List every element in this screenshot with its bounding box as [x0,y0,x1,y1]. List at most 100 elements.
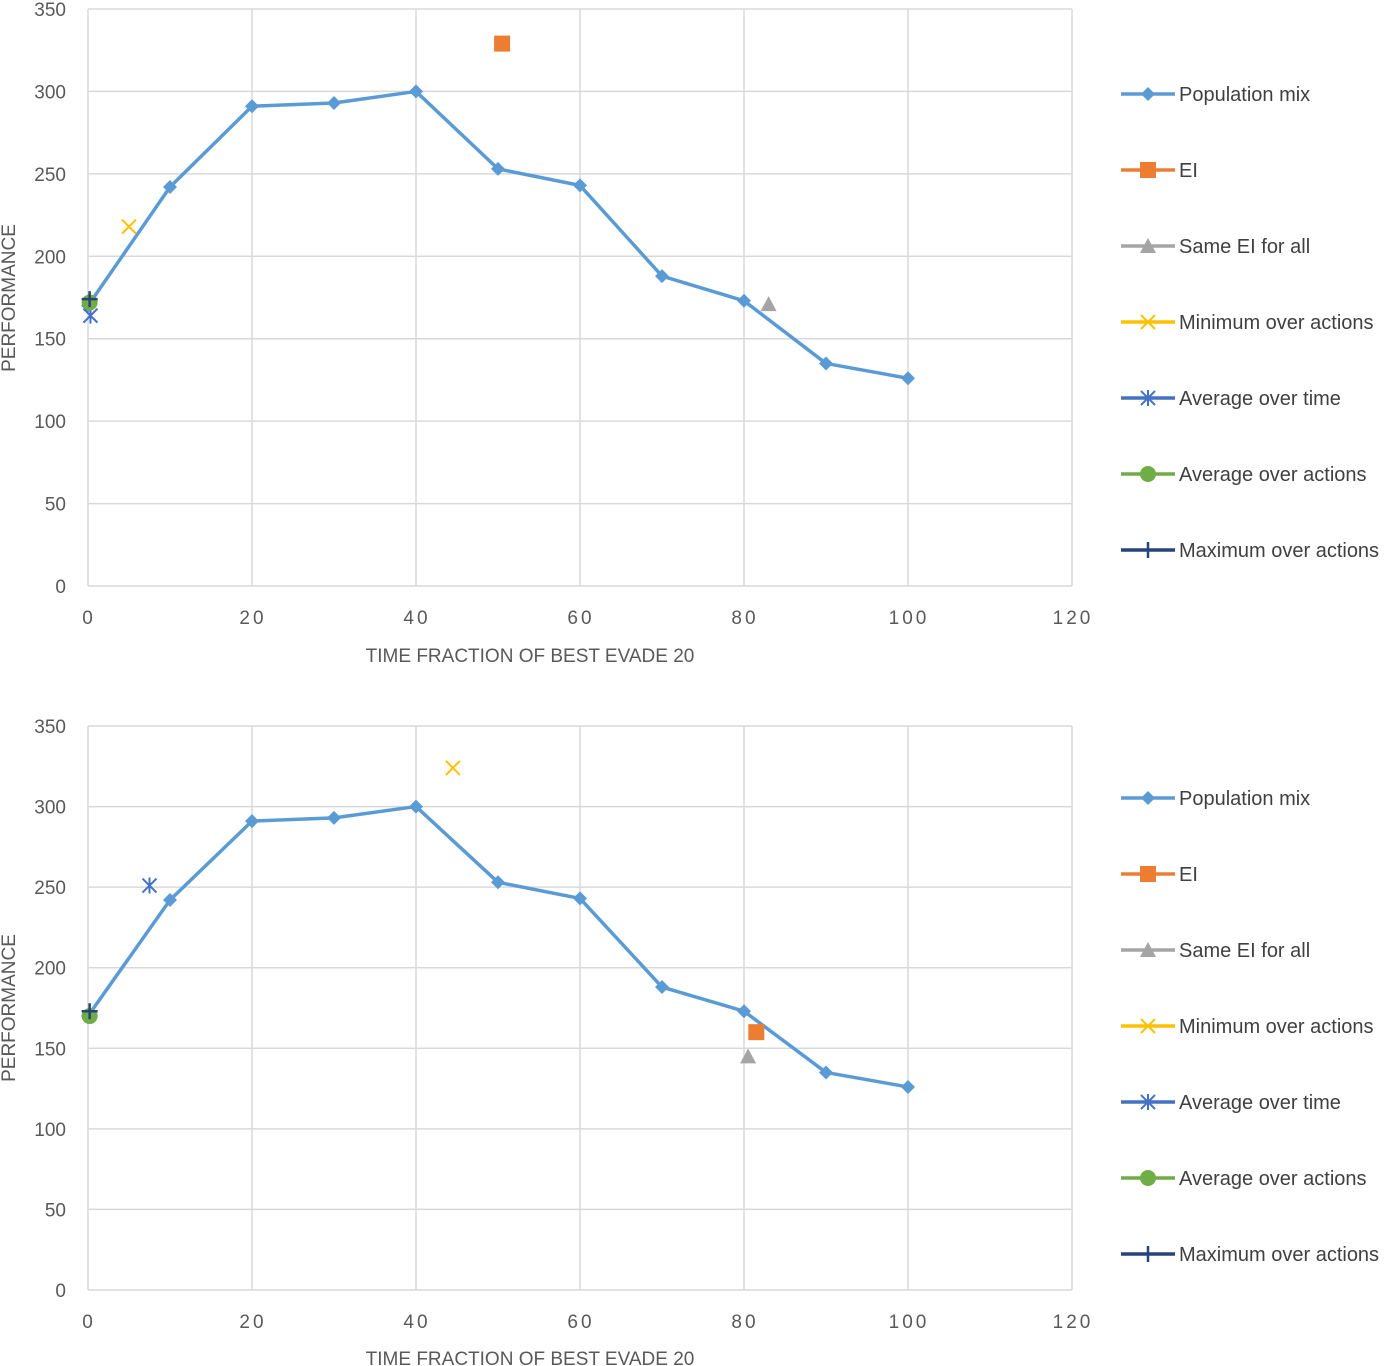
y-tick-label: 50 [45,495,66,516]
data-point [573,178,587,193]
x-tick-label: 80 [731,1312,758,1333]
y-axis-title: PERFORMANCE [0,934,20,1082]
legend-item: Average over time [1121,1092,1341,1114]
y-tick-label: 100 [34,1120,66,1141]
legend-swatch-marker [1140,466,1156,482]
data-point [409,84,423,99]
series-same-ei-for-all [740,1048,757,1064]
data-point [655,980,669,995]
series-same-ei-for-all [760,296,777,312]
legend-swatch-marker [1140,1094,1156,1110]
series-minimum-over-actions [445,760,461,776]
legend-item: EI [1121,160,1198,182]
legend-swatch-marker [1140,162,1156,178]
y-tick-label: 250 [34,878,66,899]
data-point [409,799,423,814]
data-point [819,1065,833,1080]
data-point [163,893,177,908]
data-point [901,1079,915,1094]
legend-label: Average over actions [1179,1168,1367,1190]
x-tick-label: 40 [403,608,430,629]
legend-item: Average over actions [1121,464,1367,486]
series-ei [494,35,511,52]
legend-label: EI [1179,864,1198,886]
legend-swatch-marker [1140,238,1156,253]
data-point [737,1004,751,1019]
legend: Population mix EI Same EI for all Minimum o… [1121,788,1379,1266]
legend-label: Average over time [1179,1092,1341,1114]
legend-item: Maximum over actions [1121,540,1379,562]
legend-label: EI [1179,160,1198,182]
legend-swatch-marker [1140,542,1156,558]
data-point [655,269,669,284]
legend-item: Average over actions [1121,1168,1367,1190]
legend-swatch-marker [1140,942,1156,957]
series-line [86,804,909,1089]
x-tick-label: 100 [889,1312,930,1333]
legend-label: Maximum over actions [1179,540,1379,562]
legend-swatch-marker [1141,87,1155,101]
x-tick-label: 20 [239,608,266,629]
data-point [819,356,833,371]
data-point [141,877,158,894]
data-point [901,371,915,386]
x-tick-label: 0 [82,608,96,629]
data-point [445,760,461,776]
series-maximum-over-actions [81,1003,98,1020]
legend-item: Minimum over actions [1121,312,1374,334]
y-tick-label: 0 [55,577,66,598]
legend-swatch-marker [1140,314,1156,330]
data-point [573,891,587,906]
y-tick-label: 150 [34,1039,66,1060]
series-population-mix [81,799,915,1094]
data-point [81,1003,98,1020]
legend: Population mix EI Same EI for all Minimum o… [1121,84,1379,562]
series-population-mix [81,84,915,386]
legend-label: Average over actions [1179,464,1367,486]
legend-item: Minimum over actions [1121,1016,1374,1038]
data-point [121,218,137,235]
data-point [245,99,259,114]
legend-item: Average over time [1121,388,1341,410]
data-point [760,296,777,312]
legend-item: Same EI for all [1121,236,1310,258]
legend-label: Population mix [1179,84,1310,106]
legend-label: Average over time [1179,388,1341,410]
data-point [740,1048,757,1064]
data-point [163,180,177,195]
legend-swatch-marker [1140,1170,1156,1186]
data-point [491,161,505,176]
legend-item: EI [1121,864,1198,886]
legend-item: Same EI for all [1121,940,1310,962]
x-tick-label: 20 [239,1312,266,1333]
y-tick-label: 200 [34,959,66,980]
data-point [245,814,259,829]
gridlines [87,8,1073,587]
x-tick-label: 120 [1053,608,1094,629]
y-axis-title: PERFORMANCE [0,224,20,372]
series-line [86,89,909,381]
x-tick-label: 60 [567,1312,594,1333]
y-tick-label: 50 [45,1200,66,1221]
data-point [327,95,341,110]
x-axis-title: TIME FRACTION OF BEST EVADE 20 [366,1349,695,1366]
data-point [81,291,98,308]
legend-item: Population mix [1121,84,1310,106]
legend-label: Same EI for all [1179,236,1310,258]
legend-label: Minimum over actions [1179,1016,1374,1038]
y-tick-label: 250 [34,165,66,186]
series-ei [748,1024,765,1041]
x-tick-label: 120 [1053,1312,1094,1333]
legend-label: Same EI for all [1179,940,1310,962]
legend-swatch-marker [1140,1246,1156,1262]
series-minimum-over-actions [121,218,137,235]
data-point [737,293,751,308]
data-point [327,810,341,825]
x-tick-label: 80 [731,608,758,629]
legend-swatch-marker [1140,1018,1156,1034]
series-maximum-over-actions [81,291,98,308]
y-tick-label: 100 [34,412,66,433]
x-axis-title: TIME FRACTION OF BEST EVADE 20 [366,646,695,667]
chart-2: 0 50 100 150 200 250 300 350 0 20 40 60 80 100 120 TIME… [0,717,1379,1366]
